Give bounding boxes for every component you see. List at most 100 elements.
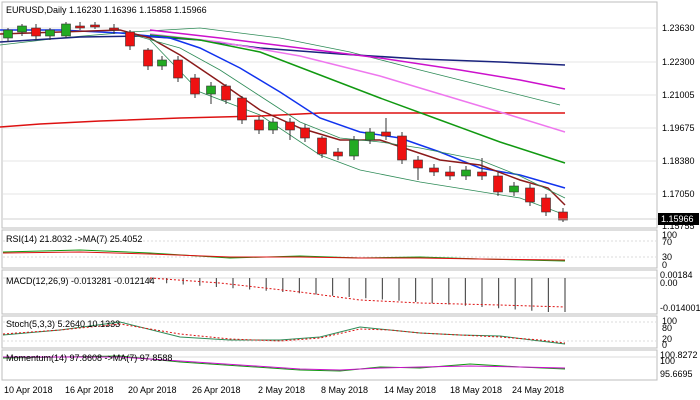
ma-200-line <box>0 112 565 128</box>
stoch-levels <box>3 321 656 342</box>
bearish-candle <box>190 77 200 95</box>
bearish-candle <box>381 131 391 137</box>
bearish-candle <box>525 187 535 203</box>
rsi-title: RSI(14) 21.8032 ->MA(7) 25.4052 <box>6 234 142 244</box>
stoch-main-line <box>2 321 566 345</box>
ma-green-line <box>149 34 566 164</box>
ma-brown-line <box>0 29 566 206</box>
price-label: 1.22300 <box>662 57 695 67</box>
rsi-axis-label: 0 <box>662 260 667 270</box>
rsi-panel-frame <box>1 229 658 269</box>
macd-panel-frame <box>1 269 658 315</box>
bearish-candle <box>397 135 407 161</box>
macd-axis-label: -0.014001 <box>660 303 700 313</box>
rsi-axis-label: 70 <box>662 237 672 247</box>
current-price-text: 1.15966 <box>661 214 694 224</box>
date-label: 18 May 2018 <box>450 385 502 395</box>
bearish-candle <box>237 97 247 121</box>
momentum-title: Momentum(14) 97.8608 ->MA(7) 97.8588 <box>6 353 172 363</box>
candlestick-series <box>3 22 568 222</box>
momentum-axis-label: 100 <box>660 356 675 366</box>
stoch-axis-label: 80 <box>662 323 672 333</box>
bearish-candle <box>75 25 85 29</box>
bearish-candle <box>125 31 135 47</box>
date-label: 14 May 2018 <box>384 385 436 395</box>
bullish-candle <box>45 29 55 37</box>
bearish-candle <box>254 119 264 131</box>
bearish-candle <box>143 49 153 67</box>
main-grid <box>3 27 656 195</box>
bearish-candle <box>317 137 327 155</box>
price-label: 1.21005 <box>662 90 695 100</box>
date-label: 8 May 2018 <box>321 385 368 395</box>
ma-violet-line <box>149 33 566 133</box>
bullish-candle <box>365 131 375 141</box>
macd-axis-label: 0.00184 <box>660 270 693 280</box>
stoch-axis-label: 100 <box>662 316 677 326</box>
ma-lower-band-line <box>149 39 561 214</box>
bearish-candle <box>300 127 310 139</box>
macd-histogram <box>149 278 566 312</box>
bearish-candle <box>413 159 423 169</box>
ma-navy-line <box>0 35 566 66</box>
bullish-candle <box>268 121 278 131</box>
momentum-line <box>2 355 566 372</box>
momentum-panel-frame <box>1 349 658 381</box>
date-label: 24 May 2018 <box>512 385 564 395</box>
bullish-candle <box>17 25 27 33</box>
date-label: 10 Apr 2018 <box>4 385 53 395</box>
bearish-candle <box>333 151 343 157</box>
date-label: 16 Apr 2018 <box>65 385 114 395</box>
bullish-candle <box>349 139 359 157</box>
price-label: 1.15755 <box>662 221 695 231</box>
momentum-ma-line <box>3 356 566 371</box>
stoch-panel-frame <box>1 315 658 349</box>
bullish-candle <box>61 23 71 37</box>
stoch-signal-line <box>2 323 566 344</box>
rsi-axis-label: 100 <box>662 230 677 240</box>
bearish-candle <box>541 197 551 213</box>
price-label: 1.23630 <box>662 23 695 33</box>
bullish-candle <box>3 29 13 39</box>
bearish-candle <box>558 211 568 221</box>
bearish-candle <box>285 121 295 131</box>
ma-upper-band-line <box>0 27 561 106</box>
macd-title: MACD(12,26,9) -0.013281 -0.012144 <box>6 276 155 286</box>
momentum-axis-label: 100.8272 <box>660 350 698 360</box>
bearish-candle <box>477 171 487 177</box>
rsi-axis-label: 30 <box>662 252 672 262</box>
stoch-title: Stoch(5,3,3) 5.2640 10.1333 <box>6 319 120 329</box>
stoch-axis-label: 20 <box>662 334 672 344</box>
date-label: 2 May 2018 <box>258 385 305 395</box>
rsi-ma-line <box>2 251 566 261</box>
bullish-candle <box>509 185 519 193</box>
rsi-levels <box>3 240 656 258</box>
bearish-candle <box>493 175 503 193</box>
main-panel-frame <box>1 1 658 229</box>
bullish-candle <box>157 59 167 67</box>
ma-seagreen-thin-line <box>129 33 566 199</box>
macd-signal-line <box>149 277 566 308</box>
price-label: 1.18380 <box>662 156 695 166</box>
current-price-tag <box>658 213 699 225</box>
macd-axis-label: 0.00 <box>660 278 678 288</box>
bearish-candle <box>173 59 183 79</box>
bearish-candle <box>221 85 231 101</box>
ma-magenta-line <box>149 29 566 90</box>
momentum-axis-label: 95.6695 <box>660 369 693 379</box>
bullish-candle <box>461 169 471 177</box>
bearish-candle <box>429 167 439 173</box>
main-chart-title: EURUSD,Daily 1.16230 1.16396 1.15858 1.1… <box>6 5 207 15</box>
bearish-candle <box>90 24 100 28</box>
stoch-axis-label: 0 <box>662 340 667 350</box>
bearish-candle <box>31 27 41 37</box>
bullish-candle <box>206 85 216 95</box>
date-label: 20 Apr 2018 <box>128 385 177 395</box>
price-label: 1.17050 <box>662 189 695 199</box>
date-label: 26 Apr 2018 <box>192 385 241 395</box>
bearish-candle <box>109 27 119 31</box>
bearish-candle <box>445 171 455 177</box>
price-label: 1.19675 <box>662 123 695 133</box>
